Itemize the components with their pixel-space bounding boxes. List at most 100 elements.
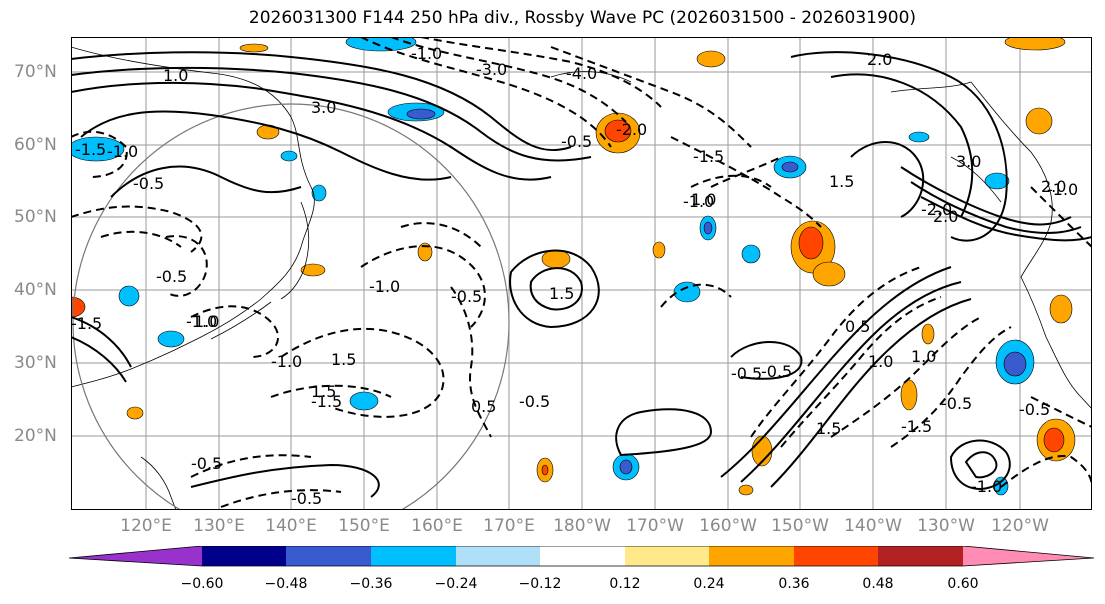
pos-div-blob [604, 119, 632, 143]
pos-div-blob [900, 379, 918, 411]
contour-label: 0.5 [471, 397, 496, 416]
pos-div-blob [1004, 37, 1066, 51]
neg-div-blob [311, 184, 327, 202]
lon-label-130e: 130°E [193, 516, 245, 536]
contour-label: 1.0 [868, 352, 893, 371]
pos-div-blob [1025, 107, 1053, 135]
positive-contours [71, 51, 1092, 498]
contour-label: -0.5 [191, 454, 222, 473]
pos-div-blob [1043, 427, 1065, 453]
contour-label: -1.5 [311, 392, 342, 411]
neg-div-blob [1003, 351, 1027, 377]
pos-div-blob [541, 464, 549, 476]
contour-label: -0.5 [291, 489, 322, 508]
colorbar [68, 546, 1095, 567]
neg-div-blob [280, 150, 298, 162]
contour-label: -1.0 [107, 142, 138, 161]
neg-div-blob [349, 391, 379, 411]
contour-label: -0.5 [451, 287, 482, 306]
contour-label: -2.0 [616, 120, 647, 139]
contour-label: -1.5 [901, 417, 932, 436]
contour-label: -0.5 [519, 392, 550, 411]
colorbar-segment [625, 546, 709, 566]
colorbar-segment [202, 546, 286, 566]
contour-label: -1.0 [369, 277, 400, 296]
pos-div-blob [652, 241, 666, 259]
colorbar-segment [371, 546, 456, 566]
colorbar-tick: −0.48 [264, 576, 308, 592]
coastlines [71, 46, 1092, 510]
lon-label-160w: 160°W [699, 516, 757, 536]
contour-labels: 1.0 3.0 2.0 1.5 1.5 0.5 1.0 3.0 2.0 1.5 … [71, 44, 1078, 508]
contour-label: 1.0 [163, 66, 188, 85]
contour-label: 1.0 [194, 312, 219, 331]
lon-label-140w: 140°W [844, 516, 902, 536]
contour-label: -0.5 [761, 362, 792, 381]
contour-label: 3.0 [311, 98, 336, 117]
contour-label: -1.0 [971, 477, 1002, 496]
lat-label-60n: 60°N [14, 135, 57, 155]
lon-label-120e: 120°E [120, 516, 172, 536]
contour-label: 1.5 [311, 382, 336, 401]
contour-label: -1.5 [693, 147, 724, 166]
gridlines [71, 37, 1092, 510]
lat-label-20n: 20°N [14, 426, 57, 446]
neg-div-blob [118, 285, 140, 307]
contour-label: -0.5 [1019, 400, 1050, 419]
colorbar-tick: −0.24 [434, 576, 478, 592]
pos-div-blob [300, 263, 326, 277]
contour-label: -2.0 [921, 200, 952, 219]
pos-div-blob [812, 261, 846, 287]
contour-label: -1.5 [71, 314, 102, 333]
colorbar-tick: −0.36 [349, 576, 393, 592]
negative-contours [71, 37, 1092, 508]
contour-label: -0.5 [156, 267, 187, 286]
neg-div-blob [619, 459, 633, 475]
contour-label: 1.5 [816, 419, 841, 438]
contour-label: 1.5 [331, 350, 356, 369]
colorbar-tick: 0.48 [862, 576, 894, 592]
neg-div-blob [703, 221, 713, 235]
pos-div-blob [1049, 294, 1073, 324]
pos-div-blob [696, 50, 726, 68]
contour-label: 1.0 [911, 347, 936, 366]
contour-label: 0.5 [845, 317, 870, 336]
colorbar-tick: 0.60 [947, 576, 979, 592]
contour-label: -1.0 [1047, 180, 1078, 199]
colorbar-segment [878, 546, 963, 566]
neg-div-blob [741, 244, 761, 264]
contour-label: 2.0 [867, 50, 892, 69]
region-circle [72, 103, 510, 510]
colorbar-extend-low [69, 546, 202, 566]
contour-label: -0.5 [133, 174, 164, 193]
neg-div-blob [908, 131, 930, 143]
neg-div-blob [157, 330, 185, 348]
lon-label-180w: 180°W [553, 516, 611, 536]
pos-div-blob [417, 242, 433, 262]
contour-label: -0.5 [731, 364, 762, 383]
contour-label: 1.5 [829, 172, 854, 191]
lat-label-30n: 30°N [14, 353, 57, 373]
contour-label: -0.5 [561, 132, 592, 151]
lat-label-40n: 40°N [14, 280, 57, 300]
colorbar-segment [540, 546, 625, 566]
contour-label: -0.5 [941, 394, 972, 413]
neg-div-blob [71, 136, 125, 162]
contour-label: 1.0 [691, 190, 716, 209]
contour-label: -1.0 [411, 44, 442, 63]
colorbar-tick: −0.12 [518, 576, 562, 592]
lon-label-160e: 160°E [411, 516, 463, 536]
contour-label: 2.0 [933, 207, 958, 226]
neg-div-blob [984, 172, 1010, 190]
lon-label-150e: 150°E [338, 516, 390, 536]
neg-div-blob [345, 37, 417, 52]
pos-div-blob [541, 249, 571, 269]
contour-label: -1.5 [75, 140, 106, 159]
colorbar-extend-high [963, 546, 1094, 566]
neg-div-blob [781, 161, 799, 173]
colorbar-tick: 0.12 [609, 576, 641, 592]
contour-label: -4.0 [566, 64, 597, 83]
contour-label: 3.0 [956, 152, 981, 171]
lon-label-150w: 150°W [771, 516, 829, 536]
lon-label-170w: 170°W [626, 516, 684, 536]
